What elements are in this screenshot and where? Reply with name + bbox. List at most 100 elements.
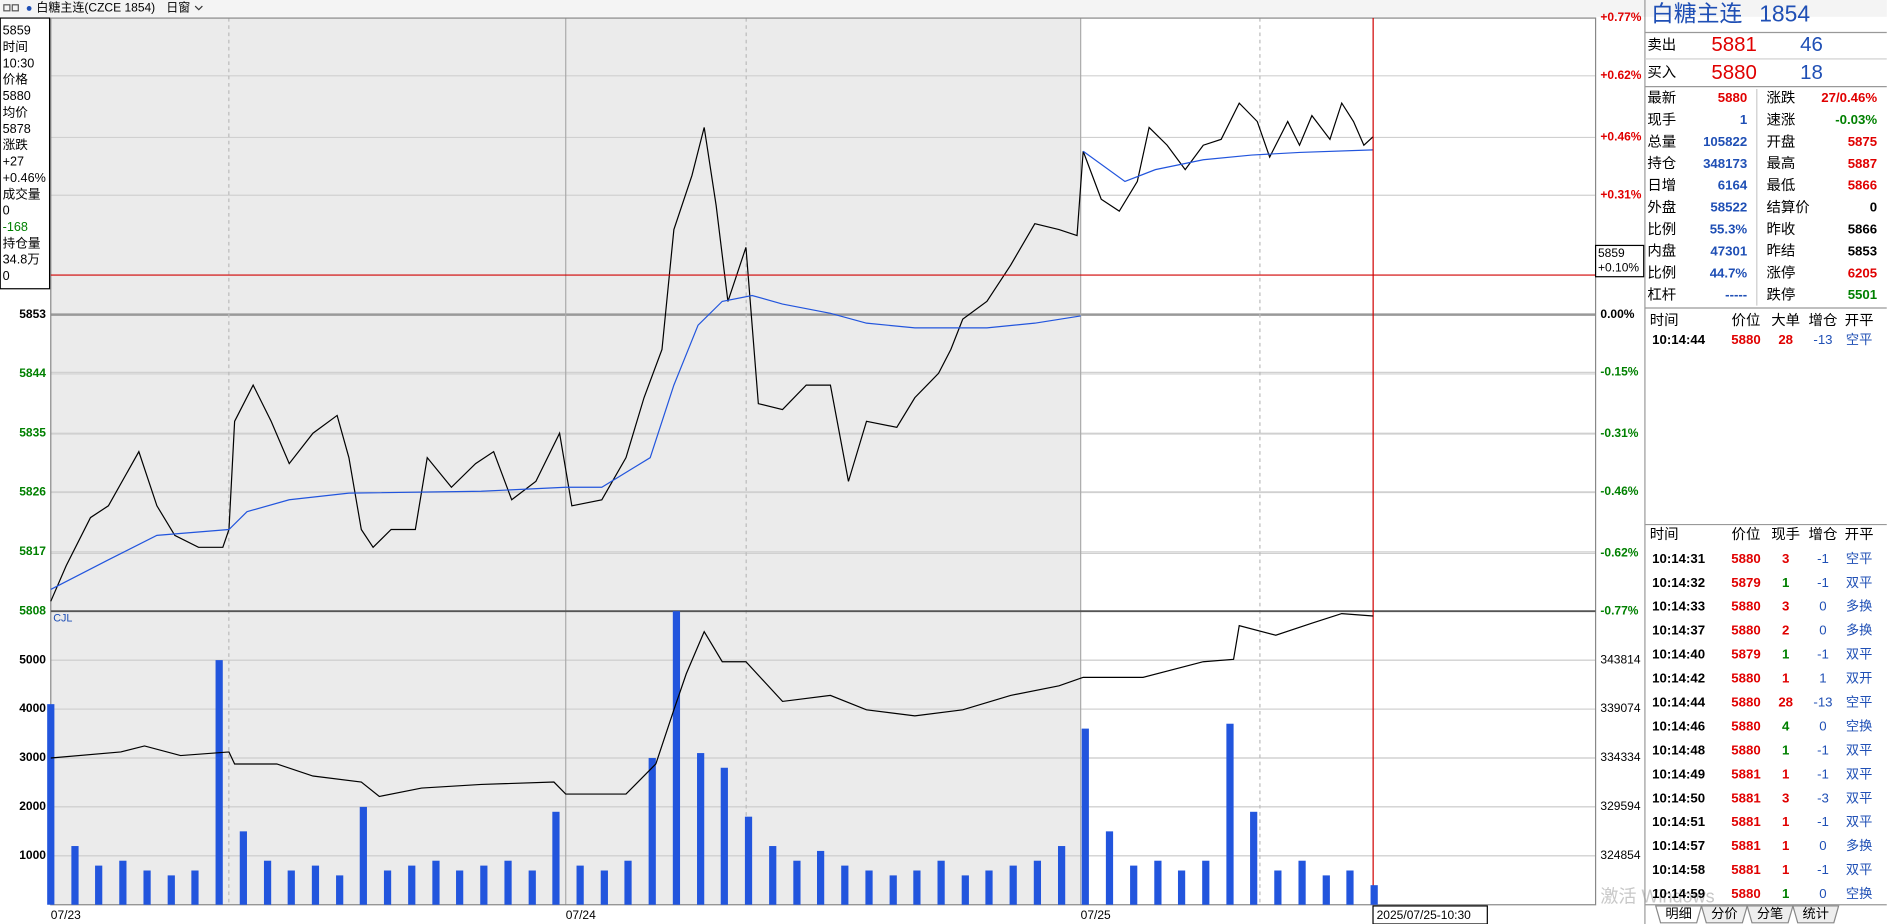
volume-bar xyxy=(1130,865,1138,905)
volume-bar xyxy=(143,870,151,905)
y-tick-label: 4000 xyxy=(19,701,46,715)
stat-label: 杠杆 xyxy=(1647,287,1676,304)
stat-value: 105822 xyxy=(1703,134,1747,149)
icon xyxy=(26,6,32,11)
volume-bar xyxy=(456,870,464,905)
table-cell: 多换 xyxy=(1846,622,1872,638)
info-line: 价格 xyxy=(3,72,29,87)
volume-bar xyxy=(1250,811,1258,905)
tab-label[interactable]: 分笔 xyxy=(1757,906,1783,921)
table-cell: -1 xyxy=(1817,647,1829,662)
volume-bar xyxy=(1081,728,1089,905)
dropdown-arrow xyxy=(194,5,203,11)
table-cell: 双平 xyxy=(1846,742,1872,757)
stat-value: 44.7% xyxy=(1710,265,1748,280)
table-cell: 5880 xyxy=(1731,886,1760,901)
volume-bar xyxy=(865,870,873,905)
instrument-code: 1854 xyxy=(1759,1,1810,27)
info-line: 0 xyxy=(3,204,10,218)
instrument-title[interactable]: 白糖主连(CZCE 1854) xyxy=(36,0,155,15)
x-tick-label: 07/25 xyxy=(1081,908,1111,922)
y2-tick-label: 0.00% xyxy=(1600,307,1634,321)
stat-value: 58522 xyxy=(1710,200,1747,215)
table-cell: 3 xyxy=(1782,599,1789,614)
table-cell: 1 xyxy=(1782,838,1789,853)
volume-bar xyxy=(672,611,681,905)
info-line: 持仓量 xyxy=(3,236,41,250)
volume-bar xyxy=(648,757,656,905)
table-cell: -13 xyxy=(1813,332,1832,347)
info-line: -168 xyxy=(3,220,28,234)
table-cell: 5881 xyxy=(1731,862,1760,877)
y2-tick-label: 329594 xyxy=(1600,799,1640,813)
tab-shape[interactable] xyxy=(1700,905,1748,924)
y-tick-label: 5826 xyxy=(19,485,46,499)
table-header: 增仓 xyxy=(1809,526,1838,543)
icon xyxy=(11,4,19,12)
stat-label: 结算价 xyxy=(1766,199,1809,216)
table-cell: 1 xyxy=(1782,671,1789,686)
table-cell: 双开 xyxy=(1846,671,1872,686)
stat-label: 最高 xyxy=(1766,155,1795,172)
table-cell: 2 xyxy=(1782,623,1789,638)
table-cell: 空换 xyxy=(1846,718,1872,733)
watermark: 激活 Windows xyxy=(1600,886,1714,906)
table-cell: 10:14:33 xyxy=(1652,599,1705,614)
table-cell: -13 xyxy=(1813,694,1832,709)
y-tick-label: 5853 xyxy=(19,307,46,321)
info-line: 均价 xyxy=(3,105,29,119)
table-cell: -1 xyxy=(1817,814,1829,829)
y2-tick-label: -0.62% xyxy=(1600,546,1638,560)
table-cell: 10:14:49 xyxy=(1652,766,1705,781)
table-cell: 双平 xyxy=(1846,814,1872,829)
tab-label[interactable]: 明细 xyxy=(1665,906,1691,921)
plot-bg xyxy=(1080,18,1596,905)
info-line: 涨跌 xyxy=(3,137,29,152)
info-line: 成交量 xyxy=(3,186,41,201)
tab-label[interactable]: 分价 xyxy=(1711,906,1737,921)
table-cell: 1 xyxy=(1782,886,1789,901)
stat-label: 比例 xyxy=(1647,221,1676,238)
y2-tick-label: -0.77% xyxy=(1600,603,1638,617)
period-selector[interactable]: 日窗 xyxy=(166,1,190,15)
volume-bar xyxy=(720,767,728,905)
stat-value: 5866 xyxy=(1848,178,1877,193)
volume-bar xyxy=(71,846,79,905)
stat-value: 348173 xyxy=(1703,156,1747,171)
volume-bar xyxy=(383,870,392,905)
stat-label: 昨结 xyxy=(1766,243,1795,260)
stat-value: 27/0.46% xyxy=(1821,90,1877,105)
y-tick-label: 5844 xyxy=(19,366,46,380)
table-cell: 10:14:46 xyxy=(1652,718,1705,733)
volume-bar xyxy=(961,875,969,905)
info-line: 5859 xyxy=(3,24,31,38)
volume-bar xyxy=(937,860,945,905)
stat-value: 5880 xyxy=(1718,90,1747,105)
volume-bar xyxy=(239,831,247,905)
table-cell: 10:14:37 xyxy=(1652,623,1705,638)
volume-bar xyxy=(1322,875,1330,905)
volume-bar xyxy=(311,865,320,905)
stat-label: 内盘 xyxy=(1647,242,1676,260)
table-cell: 10:14:44 xyxy=(1652,694,1706,709)
tab-label[interactable]: 统计 xyxy=(1803,906,1829,921)
table-cell: 5880 xyxy=(1731,718,1760,733)
y-tick-label: 1000 xyxy=(19,848,46,862)
tab-shape[interactable] xyxy=(1792,905,1840,924)
table-cell: -1 xyxy=(1817,766,1829,781)
volume-bar xyxy=(359,806,367,905)
stat-label: 持仓 xyxy=(1647,155,1676,172)
table-cell: 5879 xyxy=(1731,647,1760,662)
table-cell: 10:14:58 xyxy=(1652,862,1705,877)
table-cell: 10:14:32 xyxy=(1652,575,1705,590)
tab-shape[interactable] xyxy=(1746,905,1794,924)
y-tick-label: 5808 xyxy=(19,603,46,617)
tab-shape[interactable] xyxy=(1654,905,1703,924)
info-line: 5878 xyxy=(3,122,31,136)
y2-tick-label: 324854 xyxy=(1600,848,1640,862)
y2-tick-label: 334334 xyxy=(1600,750,1640,764)
book-volume: 46 xyxy=(1800,33,1823,56)
y2-tick-label: -0.15% xyxy=(1600,365,1638,379)
table-cell: 5880 xyxy=(1731,623,1760,638)
